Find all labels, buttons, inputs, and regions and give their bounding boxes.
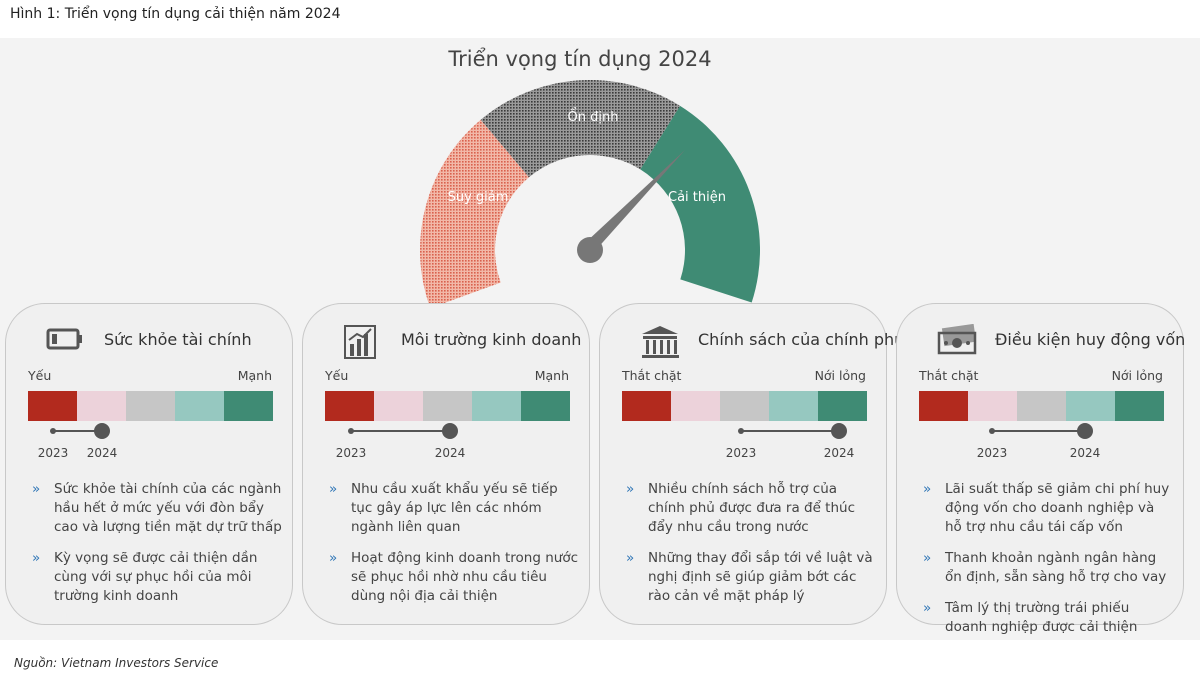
bullet: Những thay đổi sắp tới về luật và nghị đ…: [626, 549, 878, 606]
scale-segment: [28, 391, 77, 421]
icon-graphic: [344, 325, 376, 359]
scale-segment: [126, 391, 175, 421]
to-year: 2024: [86, 446, 118, 460]
to-year: 2024: [823, 446, 855, 460]
scale-bar: [622, 391, 867, 421]
to-year: 2024: [434, 446, 466, 460]
icon: [937, 323, 979, 364]
card: Sức khỏe tài chính Yếu Mạnh 2023 2024 Sức khỏ…: [5, 303, 293, 625]
right-label: Nới lỏng: [1111, 368, 1163, 383]
bullets: Nhiều chính sách hỗ trợ của chính phủ đư…: [620, 480, 878, 618]
scale-segment: [622, 391, 671, 421]
card: Môi trường kinh doanh Yếu Mạnh 2023 2024 Nhu …: [302, 303, 590, 625]
right-label: Mạnh: [237, 368, 272, 383]
scale-segment: [325, 391, 374, 421]
scale-segment: [374, 391, 423, 421]
gauge-label: Suy giảm: [448, 190, 509, 205]
gauge: Triển vọng tín dụng 2024 Suy giảm Ổn định…: [420, 47, 761, 303]
scale-segment: [919, 391, 968, 421]
scale-segment: [1115, 391, 1164, 421]
bullet: Nhiều chính sách hỗ trợ của chính phủ đư…: [626, 480, 878, 537]
scale-segment: [175, 391, 224, 421]
icon-graphic: [642, 326, 679, 358]
bullet: Hoạt động kinh doanh trong nước sẽ phục …: [329, 549, 581, 606]
needle-hub: [577, 237, 603, 263]
scale-segment: [1066, 391, 1115, 421]
card: Chính sách của chính phủ Thắt chặt Nới lỏn…: [599, 303, 904, 625]
bullet: Tâm lý thị trường trái phiếu doanh nghiệ…: [923, 599, 1175, 637]
right-label: Mạnh: [534, 368, 569, 383]
left-label: Thắt chặt: [919, 368, 979, 383]
needle: [585, 150, 685, 251]
bullet: Nhu cầu xuất khẩu yếu sẽ tiếp tục gây áp…: [329, 480, 581, 537]
gauge-segment: [480, 80, 681, 178]
timeline: [897, 422, 1185, 450]
right-label: Nới lỏng: [814, 368, 866, 383]
scale-segment: [968, 391, 1017, 421]
bullet: Sức khỏe tài chính của các ngành hầu hết…: [32, 480, 284, 537]
scale-segment: [472, 391, 521, 421]
scale-segment: [423, 391, 472, 421]
gauge-segment: [640, 105, 761, 303]
scale-segment: [521, 391, 570, 421]
card: Điều kiện huy động vốn Thắt chặt Nới lỏng 2…: [896, 303, 1186, 635]
card-title: Sức khỏe tài chính: [104, 330, 252, 349]
bullets: Sức khỏe tài chính của các ngành hầu hết…: [26, 480, 284, 618]
icon: [46, 324, 88, 364]
scale-bar: [325, 391, 570, 421]
to-year: 2024: [1069, 446, 1101, 460]
timeline-graphic: [348, 423, 458, 439]
card-title: Điều kiện huy động vốn: [995, 330, 1186, 349]
bullets: Nhu cầu xuất khẩu yếu sẽ tiếp tục gây áp…: [323, 480, 581, 618]
icon: [640, 324, 682, 364]
scale-segment: [224, 391, 273, 421]
icon-graphic: [46, 328, 82, 350]
icon-graphic: [937, 323, 977, 355]
gauge-title: Triển vọng tín dụng 2024: [447, 47, 711, 71]
icon: [343, 324, 385, 364]
gauge-segment: [420, 119, 529, 303]
timeline-graphic: [738, 423, 847, 439]
scale-segment: [720, 391, 769, 421]
gauge-label: Ổn định: [568, 108, 619, 125]
left-label: Yếu: [325, 368, 349, 383]
timeline: [6, 422, 294, 450]
bullets: Lãi suất thấp sẽ giảm chi phí huy động v…: [917, 480, 1175, 649]
card-title: Chính sách của chính phủ: [698, 330, 905, 349]
timeline-graphic: [50, 423, 110, 439]
scale-bar: [919, 391, 1164, 421]
scale-segment: [769, 391, 818, 421]
bullet: Kỳ vọng sẽ được cải thiện dần cùng với s…: [32, 549, 284, 606]
scale-segment: [1017, 391, 1066, 421]
left-label: Thắt chặt: [622, 368, 682, 383]
source: Nguồn: Vietnam Investors Service: [14, 656, 219, 670]
timeline-graphic: [989, 423, 1093, 439]
scale-segment: [818, 391, 867, 421]
from-year: 2023: [976, 446, 1008, 460]
from-year: 2023: [335, 446, 367, 460]
timeline: [303, 422, 591, 450]
scale-segment: [77, 391, 126, 421]
scale-segment: [671, 391, 720, 421]
bullet: Thanh khoản ngành ngân hàng ổn định, sẵn…: [923, 549, 1175, 587]
scale-bar: [28, 391, 273, 421]
from-year: 2023: [37, 446, 69, 460]
figure-title: Hình 1: Triển vọng tín dụng cải thiện nă…: [10, 6, 341, 22]
left-label: Yếu: [28, 368, 52, 383]
timeline: [600, 422, 888, 450]
gauge-label: Cải thiện: [668, 190, 726, 205]
bullet: Lãi suất thấp sẽ giảm chi phí huy động v…: [923, 480, 1175, 537]
from-year: 2023: [725, 446, 757, 460]
card-title: Môi trường kinh doanh: [401, 330, 582, 349]
